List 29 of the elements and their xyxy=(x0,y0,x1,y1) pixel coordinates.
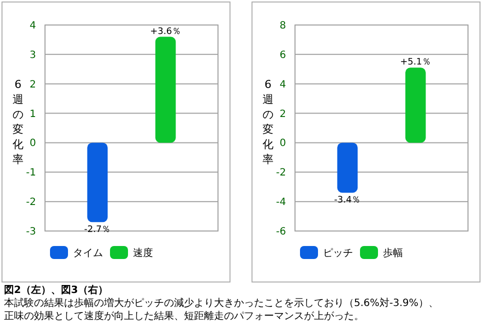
legend-label: ピッチ xyxy=(323,248,353,259)
legend-label: タイム xyxy=(73,248,103,259)
data-label: +5.1％ xyxy=(400,58,431,68)
y-tick-label: 6 xyxy=(280,50,286,61)
data-label: -3.4％ xyxy=(334,196,361,206)
y-tick-label: -6 xyxy=(276,226,286,238)
y-tick-label: -1 xyxy=(26,168,36,179)
y-axis-title: 6週の変化率 xyxy=(262,78,274,166)
y-tick-label: 1 xyxy=(30,108,36,120)
y-tick-label: 2 xyxy=(30,79,36,90)
data-label: +3.6％ xyxy=(150,26,181,37)
data-label: -2.7％ xyxy=(84,225,111,236)
y-tick-label: -2 xyxy=(26,197,36,208)
text: 図2（左）、図3（右） xyxy=(4,284,108,296)
legend-label: 歩幅 xyxy=(383,247,403,259)
y-tick-label: 3 xyxy=(30,50,36,61)
y-axis-title: 6週の変化率 xyxy=(12,78,24,166)
y-tick-label: 4 xyxy=(280,79,286,90)
y-tick-label: -3 xyxy=(26,226,36,238)
y-tick-label: 4 xyxy=(30,20,36,32)
text: 本試験の結果は歩幅の増大がピッチの減少より大きかったことを示しており（5.6%対-3.9%）、 xyxy=(4,297,438,309)
y-tick-label: -4 xyxy=(276,197,286,208)
y-tick-label: -2 xyxy=(276,168,286,179)
y-tick-label: 0 xyxy=(280,138,286,150)
y-tick-label: 0 xyxy=(30,138,36,150)
text: 正味の効果として速度が向上した結果、短距離走のパフォーマンスが上がった。 xyxy=(4,310,364,322)
y-tick-label: 2 xyxy=(280,108,286,120)
legend-label: 速度 xyxy=(133,247,153,259)
y-tick-label: 8 xyxy=(280,20,286,32)
